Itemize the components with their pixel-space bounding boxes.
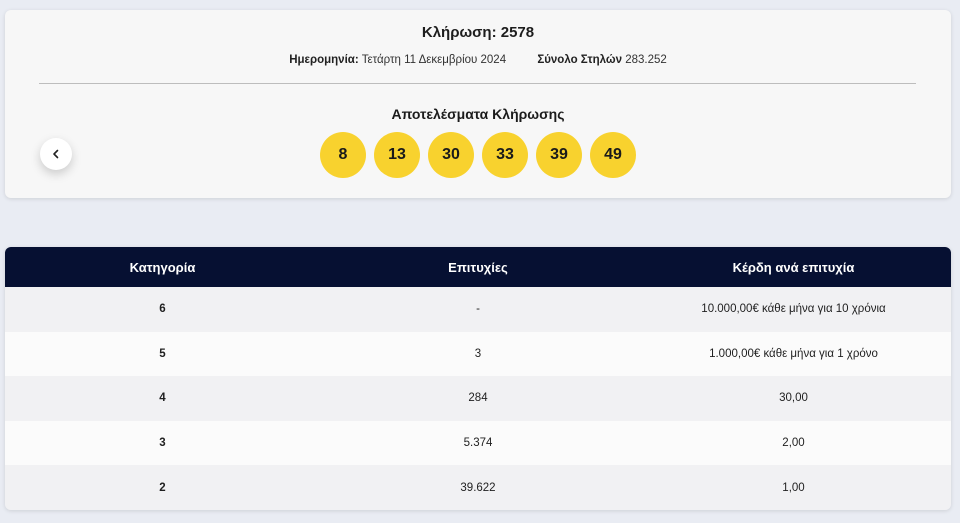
draw-card: Κλήρωση: 2578 Ημερομηνία: Τετάρτη 11 Δεκ… [5, 10, 951, 198]
prize-cell: 1,00 [782, 481, 805, 494]
draw-columns-label: Σύνολο Στηλών [537, 54, 623, 66]
draw-columns-value: 283.252 [625, 54, 667, 66]
category-cell: 2 [159, 481, 166, 494]
category-cell: 4 [159, 392, 166, 405]
category-cell: 6 [159, 303, 166, 316]
number-ball: 13 [374, 132, 420, 178]
draw-meta: Ημερομηνία: Τετάρτη 11 Δεκεμβρίου 2024 Σ… [5, 54, 951, 66]
table-row: 3 5.374 2,00 [5, 420, 951, 466]
divider [39, 83, 916, 84]
number-ball: 49 [590, 132, 636, 178]
number-ball: 30 [428, 132, 474, 178]
table-row: 2 39.622 1,00 [5, 465, 951, 510]
draw-date-label: Ημερομηνία: [289, 54, 359, 66]
prize-cell: 2,00 [782, 437, 805, 450]
table-row: 5 3 1.000,00€ κάθε μήνα για 1 χρόνο [5, 331, 951, 377]
chevron-left-icon [51, 149, 61, 159]
category-cell: 5 [159, 347, 166, 360]
table-row: 6 - 10.000,00€ κάθε μήνα για 10 χρόνια [5, 287, 951, 332]
previous-draw-button[interactable] [40, 138, 72, 170]
winners-cell: 39.622 [460, 481, 496, 494]
prize-cell: 10.000,00€ κάθε μήνα για 10 χρόνια [701, 303, 886, 316]
winners-cell: 5.374 [463, 437, 493, 450]
winning-numbers: 8 13 30 33 39 49 [5, 132, 951, 178]
prize-cell: 1.000,00€ κάθε μήνα για 1 χρόνο [709, 347, 878, 360]
table-body: 6 - 10.000,00€ κάθε μήνα για 10 χρόνια 5… [5, 287, 951, 510]
table-header: Κατηγορία Επιτυχίες Κέρδη ανά επιτυχία [5, 247, 951, 287]
header-prize: Κέρδη ανά επιτυχία [732, 259, 855, 275]
number-ball: 39 [536, 132, 582, 178]
draw-title: Κλήρωση: 2578 [421, 24, 535, 41]
winners-cell: 3 [474, 347, 482, 360]
draw-columns: Σύνολο Στηλών 283.252 [537, 54, 667, 66]
header-category: Κατηγορία [129, 259, 196, 275]
prize-cell: 30,00 [779, 392, 808, 405]
number-ball: 33 [482, 132, 528, 178]
category-cell: 3 [159, 437, 166, 450]
table-row: 4 284 30,00 [5, 376, 951, 421]
draw-date-value: Τετάρτη 11 Δεκεμβρίου 2024 [361, 54, 507, 66]
draw-date: Ημερομηνία: Τετάρτη 11 Δεκεμβρίου 2024 [289, 54, 509, 66]
winners-cell: - [476, 303, 480, 316]
header-winners: Επιτυχίες [448, 259, 508, 275]
results-title: Αποτελέσματα Κλήρωσης [391, 106, 565, 122]
number-ball: 8 [320, 132, 366, 178]
winners-cell: 284 [468, 392, 488, 405]
prize-table: Κατηγορία Επιτυχίες Κέρδη ανά επιτυχία 6… [5, 247, 951, 510]
